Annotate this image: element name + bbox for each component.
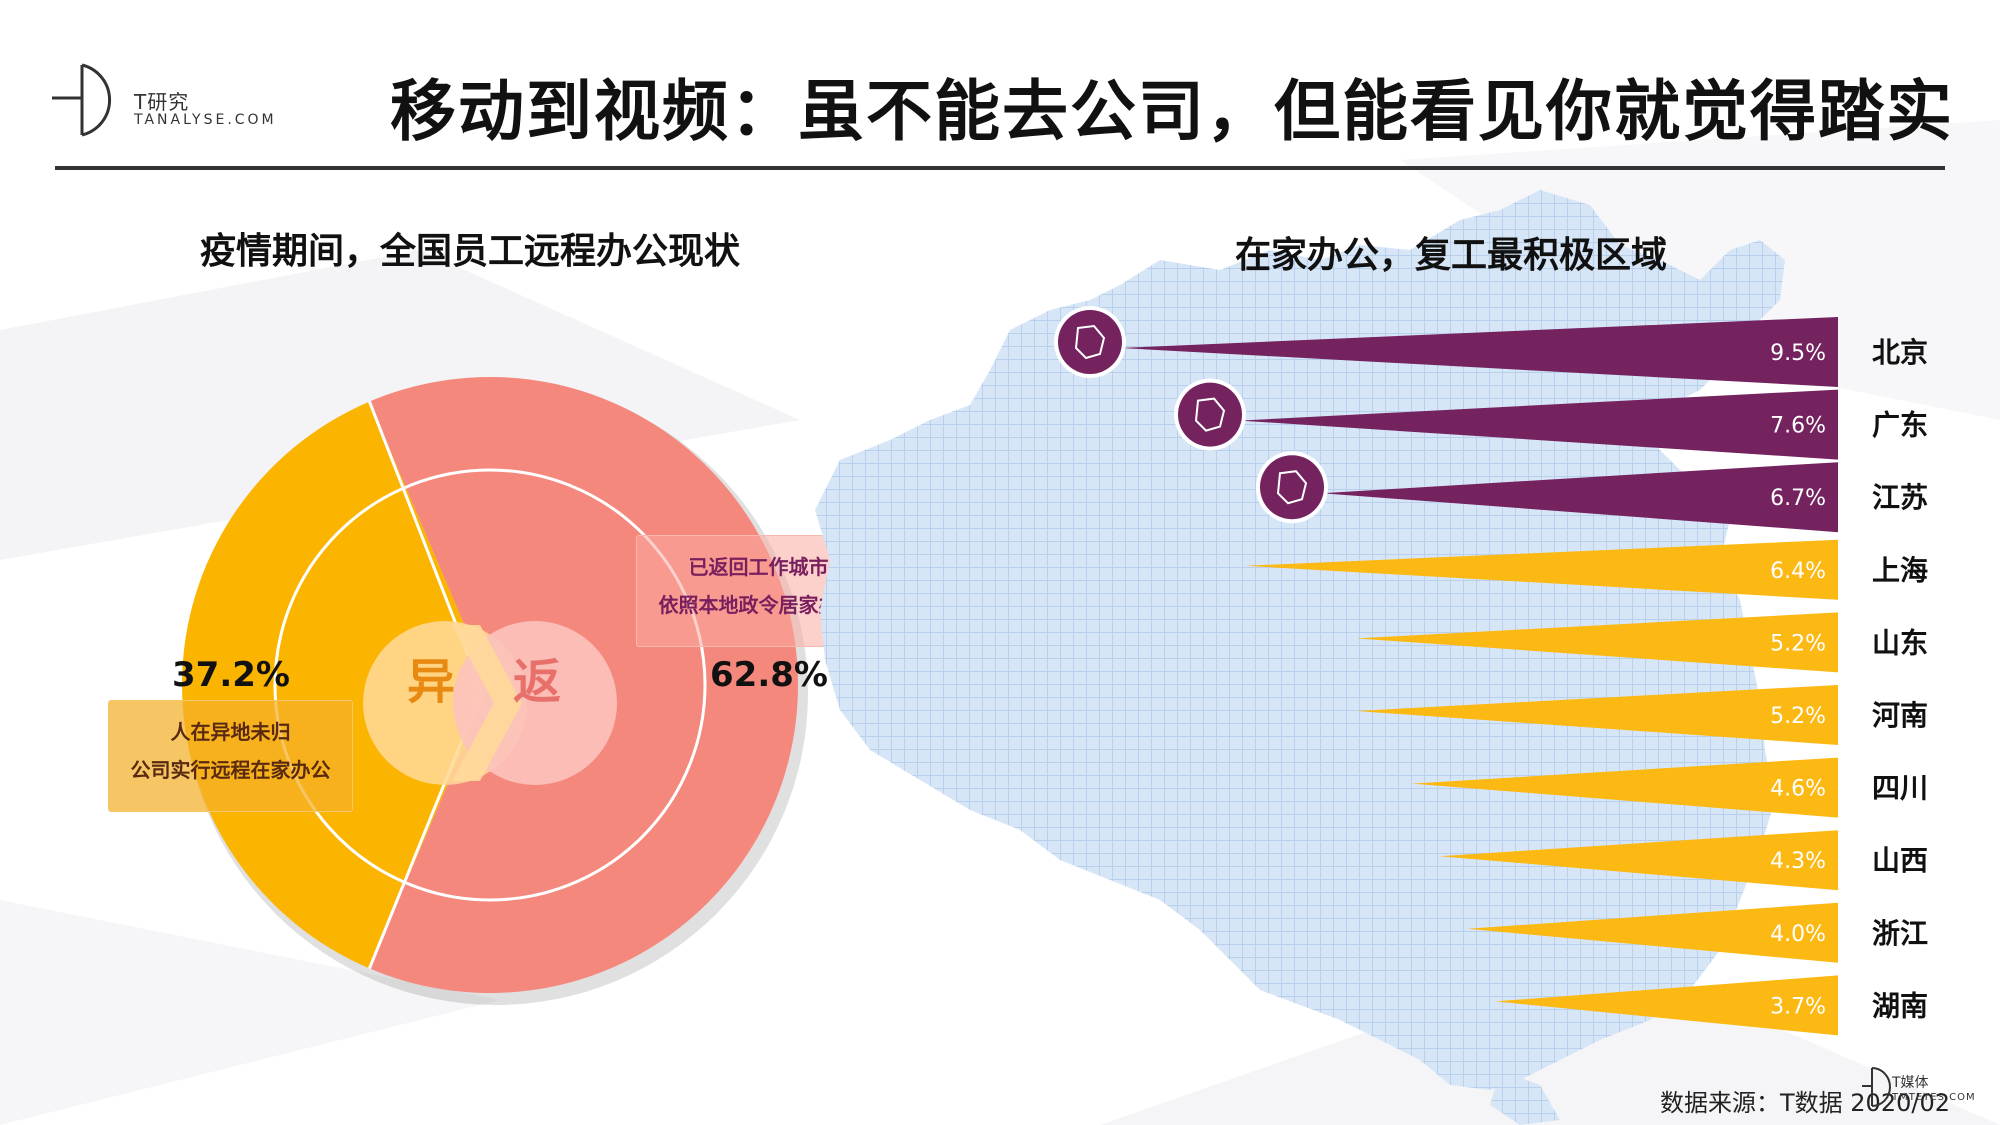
brand-mark-icon	[52, 63, 112, 137]
yi-callout-box: 人在异地未归 公司实行远程在家办公	[108, 700, 353, 812]
left-section-heading: 疫情期间，全国员工远程办公现状	[200, 231, 741, 272]
ranking-bar	[1240, 389, 1838, 460]
ranking-bar	[1245, 539, 1838, 600]
ranking-bar	[1356, 685, 1838, 745]
ranking-bar	[1322, 462, 1838, 533]
ranking-bar	[1495, 975, 1838, 1036]
ranking-bar	[1467, 902, 1838, 963]
ranking-category-label: 上海	[1872, 554, 1928, 587]
ranking-value-label: 3.7%	[1770, 994, 1826, 1019]
fan-center-label: 返	[513, 654, 562, 710]
brand-domain: TANALYSE.COM	[134, 112, 277, 128]
brand-name: T研究	[134, 90, 190, 114]
yi-center-label: 异	[407, 654, 456, 710]
data-source-note: 数据来源：T数据 2020/02	[1660, 1089, 1950, 1117]
province-outline-icon	[1194, 397, 1226, 432]
province-icon	[1058, 310, 1122, 374]
ranking-value-label: 7.6%	[1770, 414, 1826, 439]
yi-callout-line-2: 公司实行远程在家办公	[130, 758, 331, 782]
ranking-value-label: 4.6%	[1770, 777, 1826, 802]
province-icon	[1178, 382, 1242, 447]
yi-callout-line-1: 人在异地未归	[170, 720, 291, 744]
remote-work-donut-chart	[181, 377, 808, 1005]
footer-brand-name: T媒体	[1892, 1075, 1929, 1091]
right-section-heading: 在家办公，复工最积极区域	[1235, 235, 1668, 276]
ranking-category-label: 山东	[1872, 626, 1928, 659]
fan-percent-label: 62.8%	[710, 655, 828, 695]
footer-brand-logo: T媒体 TMTEYES.COM	[1862, 1064, 2000, 1116]
inner-ring	[273, 468, 707, 902]
ranking-bar	[1356, 612, 1838, 673]
ranking-value-label: 4.3%	[1770, 849, 1826, 874]
ranking-value-label: 6.7%	[1770, 486, 1826, 511]
province-outline-icon	[1276, 470, 1308, 505]
province-icon	[1260, 455, 1324, 520]
ranking-value-label: 4.0%	[1770, 922, 1826, 947]
ranking-category-label: 河南	[1872, 699, 1928, 732]
center-chevron	[452, 625, 522, 781]
yi-percent-label: 37.2%	[172, 655, 290, 695]
yi-slice	[181, 401, 490, 969]
ranking-value-label: 6.4%	[1770, 559, 1826, 584]
ranking-category-label: 山西	[1872, 844, 1928, 877]
ranking-category-label: 湖南	[1872, 989, 1928, 1022]
ranking-category-label: 北京	[1872, 336, 1928, 369]
ranking-category-label: 浙江	[1872, 917, 1928, 950]
page-title: 移动到视频：虽不能去公司，但能看见你就觉得踏实	[390, 73, 1954, 150]
ranking-bar	[1411, 757, 1838, 818]
ranking-value-label: 9.5%	[1770, 341, 1826, 366]
ranking-category-label: 广东	[1872, 409, 1928, 442]
ranking-value-label: 5.2%	[1770, 704, 1826, 729]
ranking-bar	[1439, 830, 1838, 891]
fan-callout-line-1: 已返回工作城市	[688, 555, 829, 579]
ranking-category-label: 江苏	[1872, 481, 1928, 514]
province-outline-icon	[1074, 324, 1106, 360]
title-divider	[55, 166, 1945, 170]
footer-brand-domain: TMTEYES.COM	[1892, 1092, 1976, 1103]
ranking-value-label: 5.2%	[1770, 631, 1826, 656]
footer-brand-mark-icon	[1862, 1067, 1891, 1107]
ranking-bar	[1120, 317, 1838, 387]
ranking-category-label: 四川	[1872, 772, 1928, 805]
brand-logo: T研究 TANALYSE.COM	[52, 60, 274, 140]
